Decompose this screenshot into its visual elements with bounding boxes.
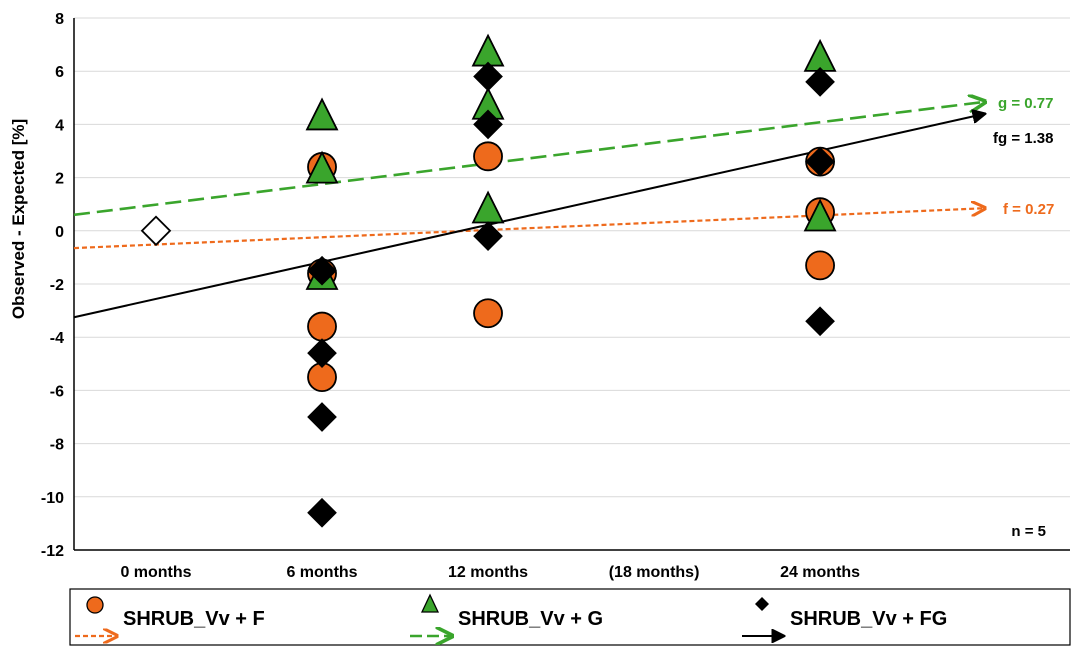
trend-line xyxy=(73,114,985,319)
data-point xyxy=(803,38,837,72)
legend-frame xyxy=(69,588,1071,646)
y-axis-label: Observed - Expected [%] xyxy=(9,119,28,319)
y-tick-label: 8 xyxy=(55,11,64,28)
x-tick-label: 0 months xyxy=(120,564,191,581)
data-point xyxy=(471,33,505,67)
y-tick-label: -8 xyxy=(50,437,64,454)
data-point xyxy=(805,146,835,177)
data-point xyxy=(473,141,503,172)
data-point xyxy=(307,255,337,286)
x-tick-label: 6 months xyxy=(286,564,357,581)
y-tick-label: 2 xyxy=(55,171,64,188)
trend-label: g = 0.77 xyxy=(998,95,1053,112)
baseline-point xyxy=(140,215,172,247)
data-point xyxy=(305,150,339,184)
y-tick-label: 4 xyxy=(55,117,64,134)
data-point xyxy=(805,66,835,97)
data-point xyxy=(473,61,503,92)
legend-marker xyxy=(755,597,769,611)
legend: SHRUB_Vv + F SHRUB_Vv + G SHRUB_Vv + FG xyxy=(69,588,1071,646)
trend-label: fg = 1.38 xyxy=(993,130,1053,147)
data-point xyxy=(307,311,337,342)
trend-lines: f = 0.27 g = 0.77 fg = 1.38 xyxy=(73,95,1054,319)
y-tick-label: -12 xyxy=(41,543,64,560)
data-points xyxy=(140,33,837,528)
data-point xyxy=(471,190,505,224)
legend-marker xyxy=(86,596,104,614)
y-tick-label: 6 xyxy=(55,64,64,81)
y-tick-label: 0 xyxy=(55,224,64,241)
legend-marker xyxy=(420,593,440,613)
data-point xyxy=(805,250,835,281)
data-point xyxy=(473,298,503,329)
y-tick-label: -10 xyxy=(41,490,64,507)
data-point xyxy=(305,97,339,131)
x-tick-label: 24 months xyxy=(780,564,860,581)
data-point xyxy=(307,497,337,528)
y-tick-label: -2 xyxy=(50,277,64,294)
sample-size-annotation: n = 5 xyxy=(1011,523,1046,540)
trend-line xyxy=(73,102,985,217)
y-tick-label: -6 xyxy=(50,383,64,400)
x-tick-label: 12 months xyxy=(448,564,528,581)
data-point xyxy=(307,338,337,369)
trend-label: f = 0.27 xyxy=(1003,201,1054,218)
data-point xyxy=(805,306,835,337)
data-point xyxy=(803,198,837,232)
legend-entry: SHRUB_Vv + G xyxy=(458,608,603,630)
data-point xyxy=(473,221,503,251)
x-tick-label: (18 months) xyxy=(609,564,700,581)
trend-line xyxy=(73,208,985,250)
data-point xyxy=(307,402,337,432)
y-tick-label: -4 xyxy=(50,330,64,347)
legend-entry: SHRUB_Vv + F xyxy=(123,608,265,630)
axes: 8 6 4 2 0 -2 -4 -6 -8 -10 -12 0 months 6 months 12 mo… xyxy=(41,11,1070,581)
legend-entry: SHRUB_Vv + FG xyxy=(790,608,947,630)
data-point xyxy=(473,109,503,140)
